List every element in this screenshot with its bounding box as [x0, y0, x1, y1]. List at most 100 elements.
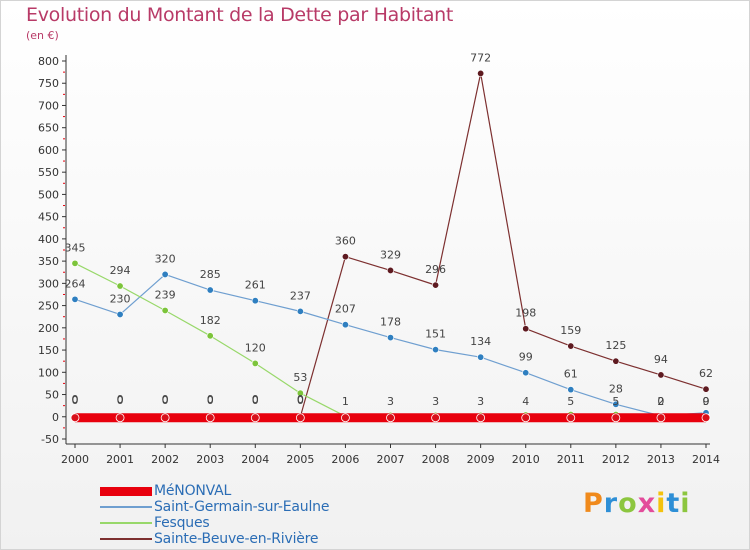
data-label: 178	[380, 316, 401, 329]
data-label: 99	[519, 351, 533, 364]
data-label: 294	[110, 264, 131, 277]
y-tick-label: 500	[38, 188, 59, 201]
series-line-3	[75, 72, 707, 418]
series-point-3	[522, 325, 530, 333]
data-label: 0	[207, 393, 214, 406]
series-point-1	[206, 286, 214, 294]
legend-swatch	[100, 506, 152, 508]
data-label: 0	[703, 395, 710, 408]
data-label: 237	[290, 289, 311, 302]
data-label: 0	[117, 394, 124, 407]
data-label: 239	[155, 288, 176, 301]
data-label: 0	[657, 395, 664, 408]
series-point-1	[251, 297, 259, 305]
data-label: 329	[380, 248, 401, 261]
data-label: 151	[425, 328, 446, 341]
y-tick-label: 450	[38, 211, 59, 224]
series-point-0	[431, 413, 440, 423]
data-label: 0	[252, 393, 259, 406]
logo-letter: P	[583, 488, 604, 519]
y-tick-label: 650	[38, 122, 59, 135]
data-label: 207	[335, 303, 356, 316]
series-point-0	[295, 413, 305, 423]
y-tick-label: 350	[38, 255, 59, 268]
series-point-1	[161, 270, 169, 278]
data-label: 9	[703, 395, 710, 408]
data-label: 1	[342, 395, 349, 408]
data-label: 360	[335, 235, 356, 248]
y-tick-label: 400	[38, 233, 59, 246]
x-tick-label: 2013	[647, 453, 675, 466]
series-point-1	[116, 310, 124, 318]
x-tick-label: 2012	[602, 453, 630, 466]
data-label: 345	[65, 241, 86, 254]
x-tick-label: 2006	[331, 453, 359, 466]
y-tick-label: 550	[38, 166, 59, 179]
y-tick-label: 100	[38, 366, 59, 379]
data-label: 0	[162, 393, 169, 406]
chart-title: Evolution du Montant de la Dette par Hab…	[26, 4, 454, 26]
x-tick-label: 2000	[61, 453, 89, 466]
series-point-1	[432, 346, 440, 354]
legend-label: Sainte-Beuve-en-Rivière	[154, 531, 319, 547]
x-tick-label: 2010	[512, 453, 540, 466]
data-label: 120	[245, 341, 266, 354]
data-label: 134	[470, 335, 491, 348]
data-label: 159	[560, 324, 581, 337]
data-label: 5	[567, 395, 574, 408]
logo-letter: i	[680, 488, 691, 519]
data-label: 2	[657, 395, 664, 408]
series-point-0	[476, 413, 486, 423]
series-point-2	[116, 282, 124, 290]
x-tick-label: 2007	[377, 453, 405, 466]
data-label: 125	[605, 339, 626, 352]
series-point-3	[341, 253, 349, 261]
series-point-0	[115, 413, 125, 423]
legend-swatch	[100, 487, 152, 496]
series-point-0	[205, 413, 215, 423]
data-label: 3	[387, 395, 394, 408]
y-tick-label: 50	[45, 389, 59, 402]
data-label: 61	[564, 368, 578, 381]
data-label: 94	[654, 353, 668, 366]
data-label: 198	[515, 307, 536, 320]
legend-label: MéNONVAL	[154, 483, 232, 499]
series-point-1	[567, 386, 575, 394]
data-label: 53	[293, 371, 307, 384]
series-point-1	[341, 321, 349, 329]
data-label: 0	[297, 394, 304, 407]
series-point-2	[161, 306, 169, 314]
x-tick-label: 2004	[241, 453, 269, 466]
logo-letter: r	[603, 488, 619, 519]
series-point-2	[251, 359, 259, 367]
x-tick-label: 2002	[151, 453, 179, 466]
logo-letter: o	[618, 488, 638, 519]
x-tick-label: 2008	[422, 453, 450, 466]
series-point-2	[296, 389, 304, 397]
legend-label: Fesques	[154, 515, 210, 531]
data-label: 0	[72, 393, 79, 406]
series-point-1	[612, 400, 620, 408]
series-point-0	[701, 413, 711, 423]
series-point-3	[432, 281, 440, 289]
series-point-0	[566, 413, 576, 423]
data-label: 3	[432, 395, 439, 408]
y-tick-label: 300	[38, 277, 59, 290]
x-tick-label: 2011	[557, 453, 585, 466]
data-label: 4	[522, 395, 529, 408]
data-label: 772	[470, 51, 491, 64]
series-point-0	[250, 413, 260, 423]
series-point-0	[341, 413, 350, 423]
logo-letter: x	[637, 488, 657, 519]
series-point-1	[477, 353, 485, 361]
x-tick-label: 2005	[286, 453, 314, 466]
logo-letter: i	[656, 488, 667, 519]
y-tick-label: 750	[38, 77, 59, 90]
y-tick-label: 0	[52, 411, 59, 424]
data-label: 0	[72, 394, 79, 407]
legend-label: Saint-Germain-sur-Eaulne	[154, 499, 330, 515]
y-tick-label: 800	[38, 55, 59, 68]
series-point-1	[386, 334, 394, 342]
series-point-0	[611, 413, 621, 423]
